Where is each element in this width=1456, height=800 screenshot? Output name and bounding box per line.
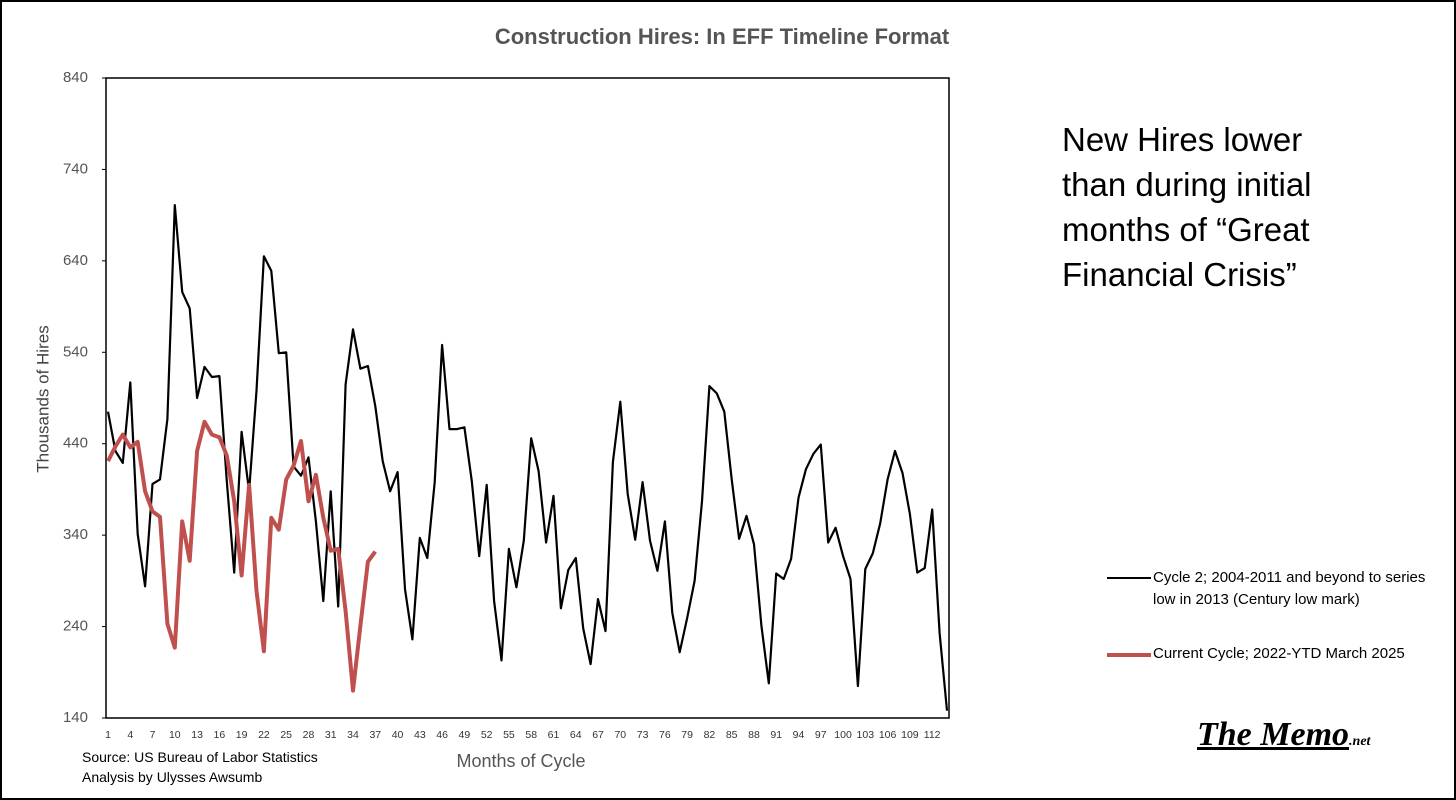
- x-tick-label: 61: [548, 729, 560, 741]
- y-tick-label: 840: [63, 69, 88, 86]
- legend-swatch: [1107, 577, 1151, 580]
- x-tick-label: 67: [592, 729, 604, 741]
- chart-title: Construction Hires: In EFF Timeline Form…: [495, 24, 950, 49]
- x-tick-label: 22: [258, 729, 270, 741]
- x-tick-label: 16: [214, 729, 226, 741]
- y-tick-label: 440: [63, 435, 88, 452]
- x-tick-label: 94: [793, 729, 805, 741]
- x-tick-label: 70: [614, 729, 626, 741]
- y-tick-label: 740: [63, 160, 88, 177]
- x-tick-label: 49: [459, 729, 471, 741]
- x-tick-label: 112: [924, 729, 941, 741]
- x-tick-label: 10: [169, 729, 181, 741]
- legend-swatch: [1107, 653, 1151, 657]
- legend-entry: Current Cycle; 2022-YTD March 2025: [1107, 643, 1452, 665]
- x-axis-label: Months of Cycle: [456, 751, 585, 771]
- x-tick-label: 82: [704, 729, 716, 741]
- y-tick-label: 340: [63, 526, 88, 543]
- x-tick-label: 79: [681, 729, 693, 741]
- x-tick-label: 64: [570, 729, 582, 741]
- x-tick-label: 109: [901, 729, 919, 741]
- x-tick-label: 40: [392, 729, 404, 741]
- x-tick-label: 31: [325, 729, 337, 741]
- legend-entry: Cycle 2; 2004-2011 and beyond to series …: [1107, 567, 1452, 611]
- y-tick-label: 240: [63, 618, 88, 635]
- legend: Cycle 2; 2004-2011 and beyond to series …: [1107, 567, 1452, 697]
- x-tick-label: 19: [236, 729, 248, 741]
- x-tick-label: 1: [105, 729, 111, 741]
- x-tick-label: 7: [150, 729, 156, 741]
- x-tick-label: 58: [525, 729, 537, 741]
- y-tick-label: 540: [63, 343, 88, 360]
- x-tick-label: 34: [347, 729, 359, 741]
- x-tick-label: 43: [414, 729, 426, 741]
- x-tick-label: 91: [770, 729, 782, 741]
- x-tick-label: 13: [191, 729, 203, 741]
- series-line: [106, 204, 949, 711]
- y-tick-label: 640: [63, 252, 88, 269]
- plot-frame: [105, 77, 950, 719]
- x-tick-label: 106: [879, 729, 897, 741]
- x-tick-label: 85: [726, 729, 738, 741]
- source-line: Analysis by Ulysses Awsumb: [82, 769, 263, 785]
- source-line: Source: US Bureau of Labor Statistics: [82, 749, 318, 765]
- x-tick-label: 37: [369, 729, 381, 741]
- y-tick-label: 140: [63, 709, 88, 726]
- x-tick-label: 103: [857, 729, 875, 741]
- annotation: New Hires lower than during initial mont…: [1062, 121, 1312, 293]
- logo-suffix: .net: [1349, 734, 1371, 749]
- x-tick-label: 97: [815, 729, 827, 741]
- x-tick-label: 100: [834, 729, 852, 741]
- x-tick-label: 4: [127, 729, 133, 741]
- legend-label: Current Cycle; 2022-YTD March 2025: [1153, 645, 1405, 662]
- x-tick-label: 88: [748, 729, 760, 741]
- legend-label: Cycle 2; 2004-2011 and beyond to series …: [1153, 569, 1426, 608]
- x-tick-label: 73: [637, 729, 649, 741]
- x-tick-label: 76: [659, 729, 671, 741]
- x-tick-label: 25: [280, 729, 292, 741]
- logo: The Memo.net: [1197, 716, 1370, 754]
- x-tick-label: 55: [503, 729, 515, 741]
- y-axis-label: Thousands of Hires: [33, 325, 52, 472]
- x-tick-label: 46: [436, 729, 448, 741]
- x-tick-label: 28: [303, 729, 315, 741]
- series-line: [106, 419, 377, 693]
- x-tick-label: 52: [481, 729, 493, 741]
- logo-main: The Memo: [1197, 716, 1350, 753]
- source: Source: US Bureau of Labor Statistics An…: [82, 747, 318, 787]
